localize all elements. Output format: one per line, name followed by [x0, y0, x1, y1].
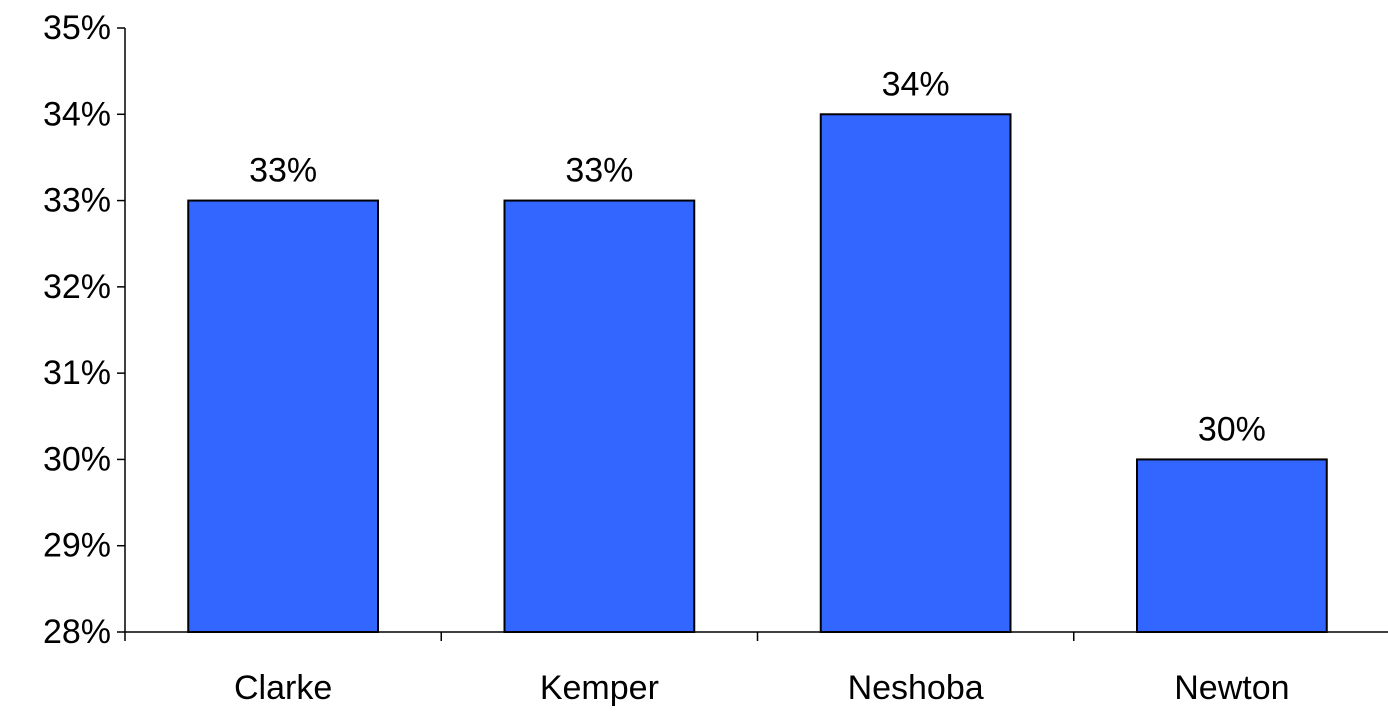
category-label-clarke: Clarke: [234, 669, 332, 707]
bar-neshoba: [819, 113, 1012, 634]
data-label-neshoba: 34%: [882, 65, 950, 103]
data-labels: 33% 33% 34% 30%: [249, 65, 1266, 448]
bar-clarke: [187, 199, 379, 633]
category-label-kemper: Kemper: [540, 669, 659, 707]
y-tick-label: 33%: [43, 182, 111, 220]
bar-newton: [1136, 458, 1328, 633]
y-tick-label: 30%: [43, 440, 111, 478]
data-label-clarke: 33%: [249, 152, 317, 190]
x-axis: Clarke Kemper Neshoba Newton: [124, 631, 1388, 707]
y-tick-label: 29%: [43, 527, 111, 565]
data-label-newton: 30%: [1198, 410, 1266, 448]
y-tick-label: 34%: [43, 95, 111, 133]
bar-kemper: [503, 199, 696, 633]
y-axis: 28% 29% 30% 31% 32% 33% 34% 35%: [43, 9, 126, 651]
category-label-newton: Newton: [1174, 669, 1289, 707]
y-tick-label: 35%: [43, 9, 111, 47]
category-label-neshoba: Neshoba: [848, 669, 984, 707]
y-tick-label: 31%: [43, 354, 111, 392]
bars: [187, 113, 1328, 634]
data-label-kemper: 33%: [565, 152, 633, 190]
y-tick-label: 28%: [43, 613, 111, 651]
y-tick-label: 32%: [43, 268, 111, 306]
